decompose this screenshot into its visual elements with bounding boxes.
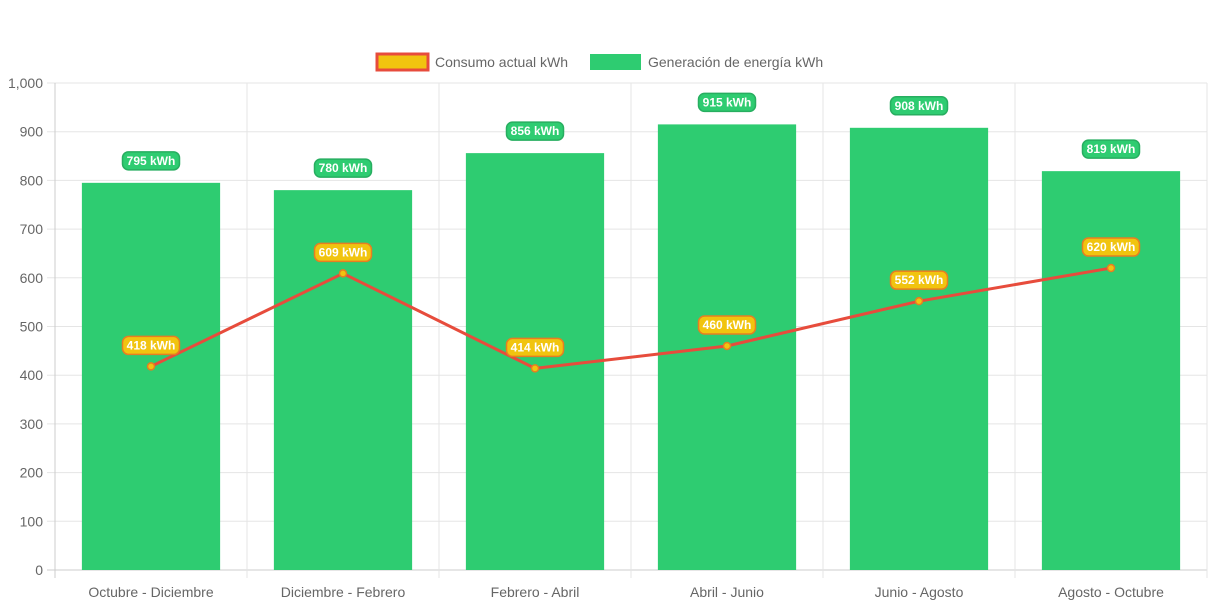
y-tick-label: 600 [20, 270, 44, 286]
bar-data-label-text: 915 kWh [703, 95, 752, 109]
data-point[interactable] [146, 362, 156, 371]
line-data-label: 620 kWh [1081, 237, 1141, 257]
line-data-label: 552 kWh [889, 270, 949, 290]
y-tick-label: 0 [35, 562, 43, 578]
bar[interactable] [849, 127, 989, 570]
line-data-label-bg [505, 337, 565, 358]
bar-data-label: 795 kWh [121, 151, 181, 171]
x-tick-label: Diciembre - Febrero [281, 584, 406, 600]
bar-data-label: 819 kWh [1081, 139, 1141, 159]
legend: Consumo actual kWh Generación de energía… [375, 52, 823, 72]
bar[interactable] [1041, 171, 1181, 570]
line-data-label: 418 kWh [121, 335, 181, 356]
line-data-label-bg [313, 242, 373, 263]
bar-data-label-text: 856 kWh [511, 124, 560, 138]
y-tick-label: 100 [20, 513, 44, 529]
line-data-label-text: 609 kWh [319, 245, 368, 259]
data-point[interactable] [530, 364, 540, 373]
y-tick-label: 300 [20, 416, 44, 432]
x-tick-label: Junio - Agosto [875, 584, 964, 600]
line-data-label-text: 460 kWh [703, 318, 752, 332]
bar-data-label-bg [121, 151, 181, 171]
bar-data-label-bg [889, 96, 949, 116]
bar-data-label: 908 kWh [889, 96, 949, 116]
bar-data-label-text: 795 kWh [127, 154, 176, 168]
x-tick-label: Febrero - Abril [491, 584, 580, 600]
bar[interactable] [81, 182, 221, 570]
bar-data-label-text: 819 kWh [1087, 142, 1136, 156]
legend-swatch-generacion [590, 54, 641, 70]
bar-data-label-bg [1081, 139, 1141, 159]
data-point[interactable] [722, 341, 732, 351]
line-data-label: 609 kWh [313, 242, 373, 263]
x-tick-label: Octubre - Diciembre [88, 584, 213, 600]
line-data-label-text: 418 kWh [127, 338, 176, 352]
legend-item-consumo[interactable]: Consumo actual kWh [375, 52, 568, 72]
legend-label-generacion: Generación de energía kWh [648, 54, 823, 70]
bar-data-label-bg [313, 158, 373, 178]
bar-series [81, 124, 1181, 571]
y-tick-label: 800 [20, 172, 44, 188]
x-tick-label: Agosto - Octubre [1058, 584, 1164, 600]
line-series [146, 263, 1116, 373]
bar-data-label-bg [697, 92, 757, 113]
bar-data-label: 915 kWh [697, 92, 757, 113]
consumo-line [150, 266, 1112, 370]
grid [47, 82, 1208, 578]
line-data-label-bg [697, 315, 757, 335]
x-tick-label: Abril - Junio [690, 584, 764, 600]
line-data-label-bg [121, 335, 181, 356]
data-point[interactable] [338, 269, 348, 278]
legend-swatch-consumo [375, 52, 430, 72]
y-tick-label: 700 [20, 221, 44, 237]
line-data-label-bg [1081, 237, 1141, 257]
y-tick-label: 400 [20, 367, 44, 383]
line-data-label-text: 620 kWh [1087, 240, 1136, 254]
line-data-label: 414 kWh [505, 337, 565, 358]
axes: 0 100 200 300 400 500 600 700 800 900 1,000 Octubre… [8, 75, 1164, 600]
legend-item-generacion[interactable]: Generación de energía kWh [590, 54, 823, 70]
y-tick-label: 900 [20, 124, 44, 140]
y-tick-label: 200 [20, 465, 44, 481]
line-data-label: 460 kWh [697, 315, 757, 335]
line-data-label-text: 552 kWh [895, 273, 944, 287]
data-point[interactable] [914, 296, 924, 306]
line-data-label-bg [889, 270, 949, 290]
legend-label-consumo: Consumo actual kWh [435, 54, 568, 70]
line-data-label-text: 414 kWh [511, 340, 560, 354]
bar-data-label: 780 kWh [313, 158, 373, 178]
data-labels: 795 kWh 780 kWh 856 kWh 915 kWh 908 kWh 819 k… [121, 92, 1141, 358]
bar-data-label-text: 908 kWh [895, 99, 944, 113]
data-point[interactable] [1106, 263, 1116, 273]
y-tick-label: 1,000 [8, 75, 43, 91]
bar-data-label-text: 780 kWh [319, 161, 368, 175]
bar-data-label-bg [505, 121, 565, 141]
bar-data-label: 856 kWh [505, 121, 565, 141]
y-tick-label: 500 [20, 319, 44, 335]
